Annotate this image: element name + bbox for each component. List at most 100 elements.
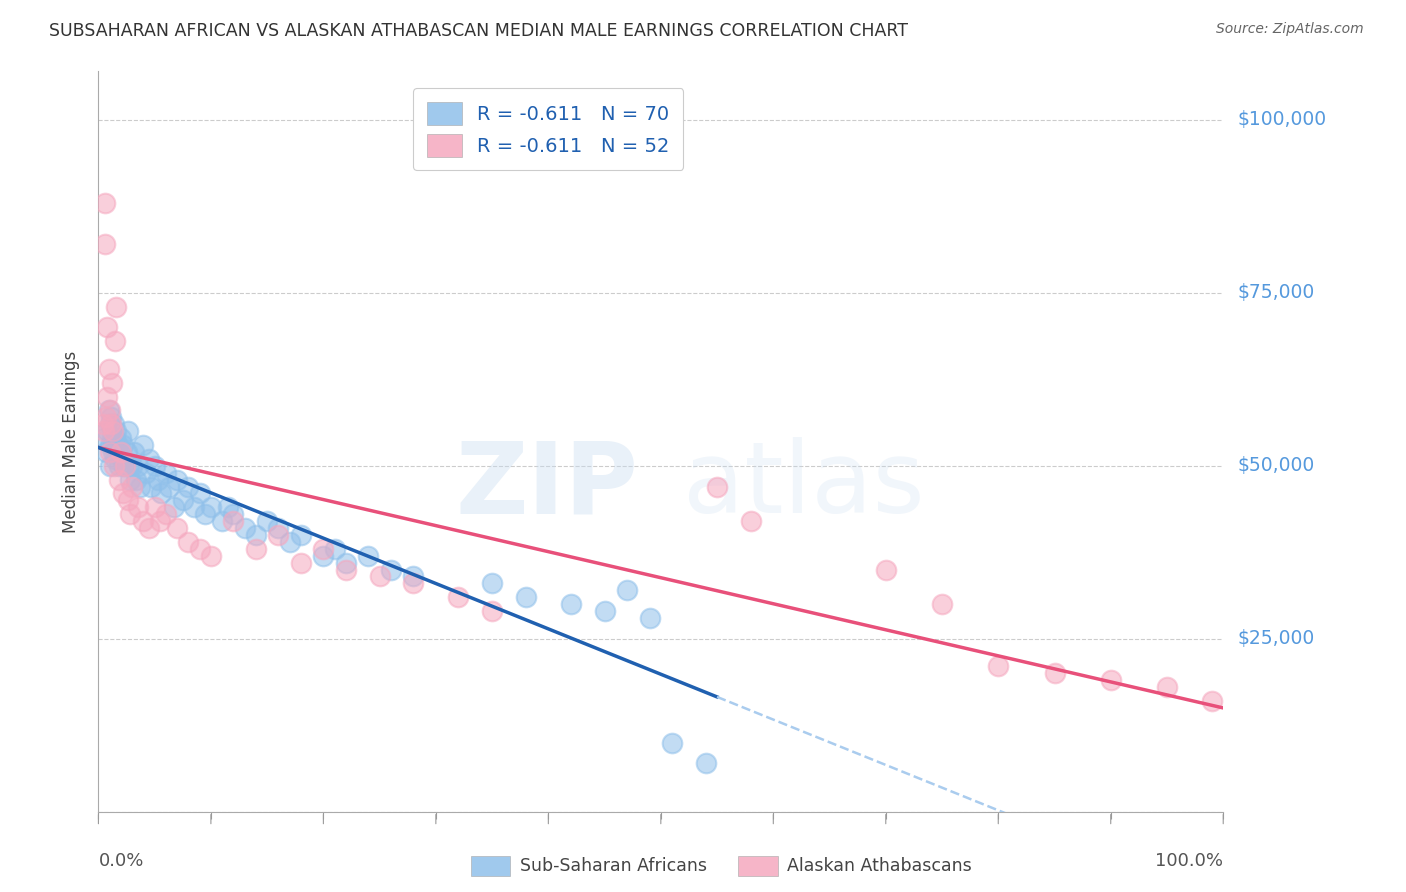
Point [103, 458, 125, 473]
Point [1043, 666, 1066, 681]
Point [96, 320, 118, 334]
Point [100, 417, 122, 432]
Point [323, 541, 346, 556]
Point [312, 541, 335, 556]
Point [146, 473, 169, 487]
Point [108, 445, 131, 459]
Point [114, 458, 136, 473]
Point [368, 569, 391, 583]
Point [245, 528, 267, 542]
Text: 100.0%: 100.0% [1156, 853, 1223, 871]
Point [112, 458, 135, 473]
Point [101, 445, 124, 459]
Point [100, 410, 122, 425]
Point [166, 521, 188, 535]
Point [222, 514, 245, 528]
Point [661, 735, 683, 749]
Point [217, 500, 239, 515]
Point [93, 431, 115, 445]
Point [97, 362, 120, 376]
Text: Sub-Saharan Africans: Sub-Saharan Africans [520, 857, 707, 875]
Text: atlas: atlas [683, 437, 925, 534]
Point [402, 576, 425, 591]
Point [98, 445, 121, 459]
Point [267, 521, 290, 535]
Point [172, 493, 194, 508]
Point [695, 756, 717, 771]
Point [740, 514, 762, 528]
Point [127, 458, 149, 473]
Point [616, 583, 638, 598]
Point [155, 507, 177, 521]
Point [290, 528, 312, 542]
Point [335, 556, 357, 570]
Point [118, 458, 141, 473]
Point [931, 597, 953, 611]
Y-axis label: Median Male Earnings: Median Male Earnings [62, 351, 80, 533]
Point [312, 549, 335, 563]
Point [593, 604, 616, 618]
Point [117, 493, 139, 508]
Point [188, 486, 211, 500]
Point [93, 424, 115, 438]
Point [211, 514, 233, 528]
Point [105, 300, 128, 314]
Point [103, 417, 125, 432]
Point [481, 576, 503, 591]
Point [380, 563, 402, 577]
Point [110, 431, 132, 445]
Point [121, 479, 143, 493]
Point [104, 334, 127, 349]
Point [107, 458, 129, 473]
Point [135, 466, 157, 480]
Point [150, 486, 173, 500]
Point [875, 563, 897, 577]
Point [149, 514, 172, 528]
Text: 0.0%: 0.0% [98, 853, 143, 871]
Text: $75,000: $75,000 [1237, 284, 1315, 302]
Point [98, 458, 121, 473]
Point [163, 500, 186, 515]
Text: Source: ZipAtlas.com: Source: ZipAtlas.com [1216, 22, 1364, 37]
Point [177, 534, 200, 549]
Point [132, 438, 155, 452]
Point [166, 473, 188, 487]
Point [101, 431, 124, 445]
Point [112, 438, 135, 452]
Point [96, 390, 118, 404]
Point [706, 479, 728, 493]
Point [141, 479, 163, 493]
Point [402, 569, 425, 583]
Point [245, 541, 267, 556]
Point [98, 417, 121, 432]
Point [138, 521, 160, 535]
Point [124, 445, 146, 459]
Point [357, 549, 380, 563]
Point [111, 451, 134, 466]
Point [290, 556, 312, 570]
Point [132, 514, 155, 528]
Point [96, 445, 118, 459]
Point [188, 541, 211, 556]
Text: $100,000: $100,000 [1237, 111, 1326, 129]
Point [143, 458, 166, 473]
Point [91, 417, 114, 432]
Point [1201, 694, 1223, 708]
Point [481, 604, 503, 618]
Point [143, 500, 166, 515]
Point [267, 528, 290, 542]
Text: SUBSAHARAN AFRICAN VS ALASKAN ATHABASCAN MEDIAN MALE EARNINGS CORRELATION CHART: SUBSAHARAN AFRICAN VS ALASKAN ATHABASCAN… [49, 22, 908, 40]
Point [200, 500, 222, 515]
Point [97, 403, 120, 417]
Point [101, 424, 124, 438]
Point [96, 410, 118, 425]
Point [638, 611, 661, 625]
Point [112, 486, 135, 500]
Point [233, 521, 256, 535]
Text: $25,000: $25,000 [1237, 629, 1315, 648]
Text: ZIP: ZIP [456, 437, 638, 534]
Legend: R = -0.611   N = 70, R = -0.611   N = 52: R = -0.611 N = 70, R = -0.611 N = 52 [413, 88, 683, 170]
Point [155, 466, 177, 480]
Point [157, 479, 180, 493]
Point [107, 473, 129, 487]
